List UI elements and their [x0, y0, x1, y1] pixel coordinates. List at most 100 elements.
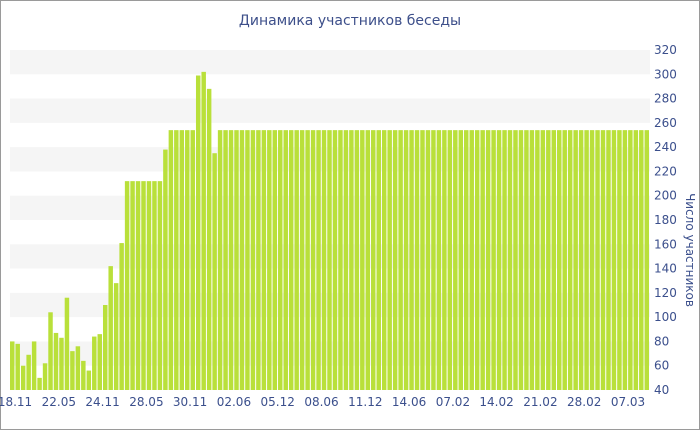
x-tick-label: 22.05 — [42, 395, 76, 409]
x-tick-label: 18.11 — [0, 395, 32, 409]
bar — [529, 130, 535, 390]
bar — [518, 130, 524, 390]
bar — [436, 130, 442, 390]
y-tick-label: 140 — [654, 262, 677, 276]
bar — [20, 365, 26, 390]
bar — [119, 243, 124, 390]
y-tick-label: 180 — [654, 213, 677, 227]
bar — [234, 130, 239, 390]
y-tick-label: 160 — [654, 237, 677, 251]
bar — [288, 130, 294, 390]
y-tick-label: 260 — [654, 116, 677, 130]
bar — [42, 363, 48, 390]
bar — [338, 130, 343, 390]
bar — [10, 341, 15, 390]
bar — [31, 341, 37, 390]
bar — [562, 130, 567, 390]
bar — [201, 71, 206, 391]
bar — [157, 181, 163, 390]
bar — [108, 266, 113, 390]
bar — [283, 130, 288, 390]
bar — [453, 130, 458, 390]
bar — [168, 130, 174, 390]
bar — [228, 130, 234, 390]
bar — [206, 88, 212, 391]
x-tick-label: 30.11 — [173, 395, 207, 409]
bar — [141, 181, 146, 390]
bar — [376, 130, 381, 390]
bar — [97, 334, 102, 390]
bar — [600, 130, 606, 390]
bar — [360, 130, 365, 390]
bar — [239, 130, 245, 390]
y-tick-label: 320 — [654, 43, 677, 57]
bar — [294, 130, 299, 390]
bar — [124, 181, 130, 390]
bar — [163, 149, 168, 390]
bar — [349, 130, 354, 390]
bar — [409, 130, 414, 390]
bar — [496, 130, 502, 390]
bar — [551, 130, 557, 390]
bar — [256, 130, 261, 390]
bar — [185, 130, 190, 390]
bar — [174, 130, 179, 390]
bar — [81, 360, 86, 390]
bar — [403, 130, 409, 390]
bar — [278, 130, 283, 390]
bar — [513, 130, 518, 390]
x-tick-label: 05.12 — [261, 395, 295, 409]
bar — [420, 130, 425, 390]
bar — [59, 337, 64, 390]
x-axis-ticks: 18.11 22.05 24.11 28.05 30.11 02.06 05.12 08.06… — [0, 395, 645, 409]
x-tick-label: 24.11 — [85, 395, 119, 409]
bar — [70, 351, 75, 390]
bar — [442, 130, 447, 390]
bar — [223, 130, 228, 390]
bar — [502, 130, 507, 390]
bar — [53, 332, 59, 390]
bar — [639, 130, 644, 390]
bar — [425, 130, 431, 390]
bar — [152, 181, 157, 390]
bar — [135, 181, 141, 390]
x-tick-label: 07.03 — [611, 395, 645, 409]
bar — [567, 130, 573, 390]
bar — [272, 130, 278, 390]
y-tick-label: 120 — [654, 286, 677, 300]
x-tick-label: 08.06 — [304, 395, 338, 409]
x-tick-label: 14.06 — [392, 395, 426, 409]
bar — [310, 130, 316, 390]
y-tick-label: 200 — [654, 189, 677, 203]
x-tick-label: 21.02 — [523, 395, 557, 409]
bar — [557, 130, 562, 390]
bar — [130, 181, 135, 390]
bar — [75, 346, 81, 390]
bar — [392, 130, 398, 390]
bar — [64, 297, 70, 390]
bar — [267, 130, 272, 390]
grid-band — [10, 98, 650, 123]
x-tick-label: 02.06 — [217, 395, 251, 409]
bar — [611, 130, 617, 390]
bar — [86, 370, 92, 390]
grid-band — [10, 50, 650, 75]
bar — [540, 130, 546, 390]
bar — [381, 130, 387, 390]
x-tick-label: 14.02 — [479, 395, 513, 409]
bar — [217, 130, 223, 390]
bar — [37, 377, 42, 390]
bar — [398, 130, 403, 390]
y-tick-label: 40 — [654, 383, 669, 397]
bar — [26, 354, 31, 390]
bar — [327, 130, 332, 390]
y-tick-label: 80 — [654, 334, 669, 348]
y-tick-label: 220 — [654, 164, 677, 178]
bar — [584, 130, 589, 390]
bar — [92, 336, 97, 390]
bar — [245, 130, 250, 390]
bar — [474, 130, 480, 390]
bar — [316, 130, 321, 390]
bar — [578, 130, 584, 390]
bar — [480, 130, 485, 390]
